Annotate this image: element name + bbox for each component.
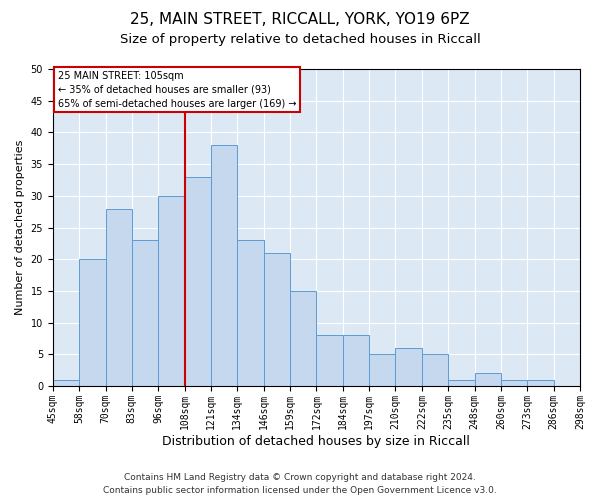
Bar (158, 196, 185, 386)
Bar (211, 145, 238, 386)
Bar (185, 177, 211, 386)
Bar (132, 240, 158, 386)
Bar (369, 354, 395, 386)
Bar (53, 380, 79, 386)
Bar (316, 336, 343, 386)
Y-axis label: Number of detached properties: Number of detached properties (15, 140, 25, 315)
Bar (79, 259, 106, 386)
Text: Size of property relative to detached houses in Riccall: Size of property relative to detached ho… (119, 32, 481, 46)
Bar (343, 336, 369, 386)
Bar (501, 380, 527, 386)
Bar (527, 380, 554, 386)
Bar (422, 354, 448, 386)
X-axis label: Distribution of detached houses by size in Riccall: Distribution of detached houses by size … (163, 434, 470, 448)
Bar (395, 348, 422, 386)
Bar (238, 240, 263, 386)
Text: 25, MAIN STREET, RICCALL, YORK, YO19 6PZ: 25, MAIN STREET, RICCALL, YORK, YO19 6PZ (130, 12, 470, 28)
Bar (475, 374, 501, 386)
Bar (106, 208, 132, 386)
Bar (448, 380, 475, 386)
Text: 25 MAIN STREET: 105sqm
← 35% of detached houses are smaller (93)
65% of semi-det: 25 MAIN STREET: 105sqm ← 35% of detached… (58, 70, 296, 108)
Text: Contains HM Land Registry data © Crown copyright and database right 2024.
Contai: Contains HM Land Registry data © Crown c… (103, 474, 497, 495)
Bar (263, 253, 290, 386)
Bar (290, 291, 316, 386)
